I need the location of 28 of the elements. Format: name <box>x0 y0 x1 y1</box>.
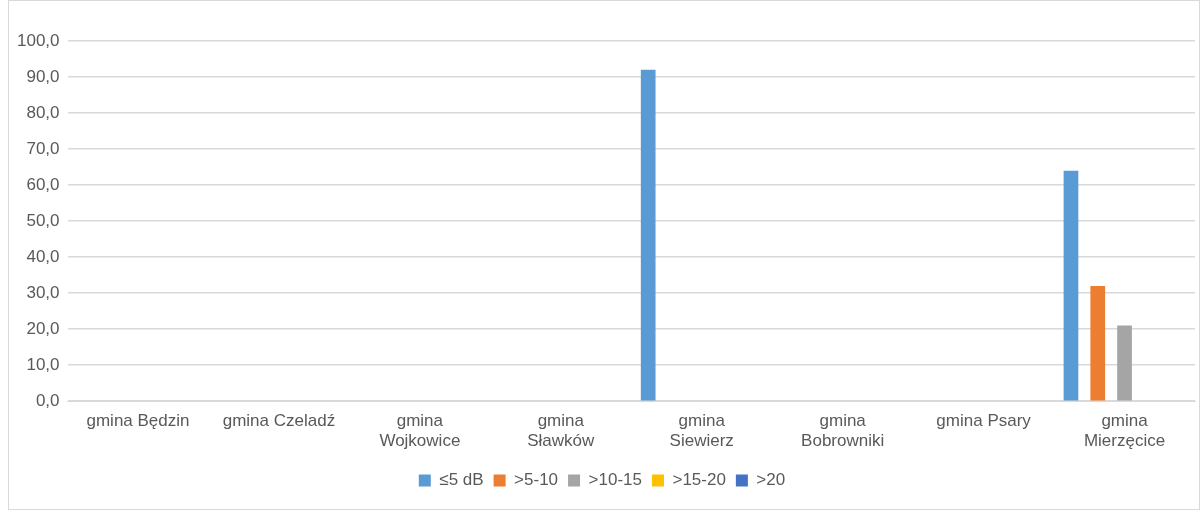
y-tick-label: 30,0 <box>26 282 60 302</box>
x-tick-label: gmina Mierzęcice <box>1083 411 1166 451</box>
x-tick-label: gmina Siewierz <box>669 411 734 451</box>
x-tick-label: gmina Wojkowice <box>379 411 461 451</box>
x-tick-label: gmina Czeladź <box>222 411 336 431</box>
bar <box>1063 170 1079 401</box>
y-tick-label: 20,0 <box>26 318 60 338</box>
x-tick-label: gmina Będzin <box>86 411 190 431</box>
y-tick-label: 70,0 <box>26 138 60 158</box>
legend-label: >15-20 <box>672 470 726 490</box>
y-tick-label: 50,0 <box>26 210 60 230</box>
bar <box>1117 325 1132 401</box>
y-tick-label: 90,0 <box>26 66 60 86</box>
legend-label: >20 <box>756 470 786 490</box>
y-tick-label: 60,0 <box>26 174 60 194</box>
bar <box>1090 285 1106 401</box>
x-tick-label: gmina Sławków <box>527 411 596 451</box>
y-tick-label: 100,0 <box>16 30 60 50</box>
y-tick-label: 80,0 <box>26 102 60 122</box>
x-tick-label: gmina Bobrowniki <box>801 411 885 451</box>
y-tick-label: 10,0 <box>26 354 60 374</box>
y-tick-label: 40,0 <box>26 246 60 266</box>
legend-label: ≤5 dB <box>439 470 484 490</box>
bar <box>640 69 656 401</box>
x-tick-label: gmina Psary <box>936 411 1032 431</box>
legend-label: >10-15 <box>588 470 642 490</box>
y-tick-label: 0,0 <box>35 390 60 410</box>
legend-label: >5-10 <box>514 470 559 490</box>
